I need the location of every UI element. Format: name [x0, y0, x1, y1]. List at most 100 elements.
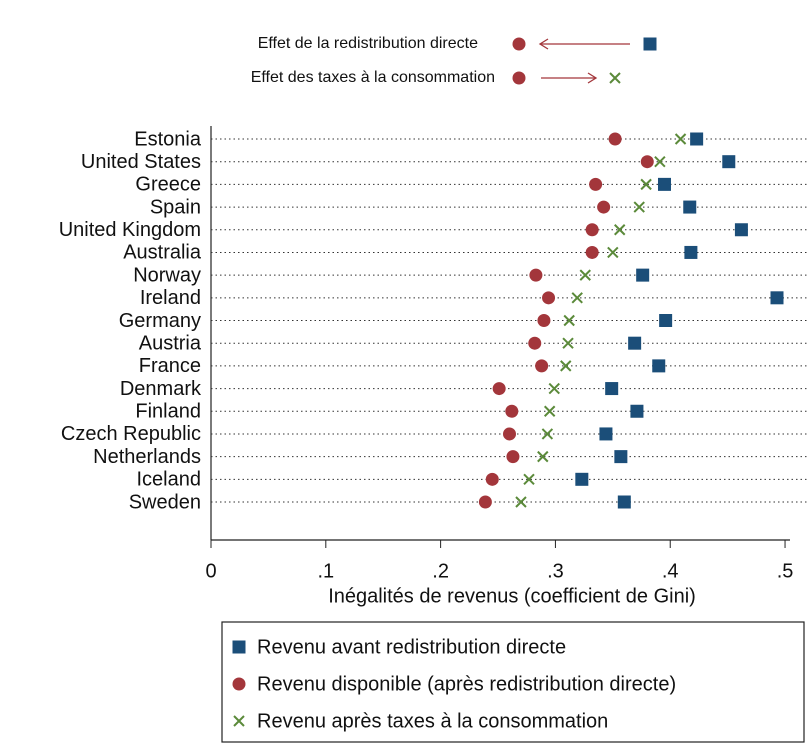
legend-marker: [233, 715, 245, 727]
legend-marker: [232, 640, 246, 654]
legend-label: Revenu disponible (après redistribution …: [257, 673, 676, 695]
category-label: United Kingdom: [59, 219, 201, 241]
square-point: [657, 177, 671, 191]
category-label: Finland: [135, 401, 201, 423]
square-point: [614, 450, 628, 464]
circle-point: [529, 268, 543, 282]
x-axis-label: Inégalités de revenus (coefficient de Gi…: [328, 585, 696, 607]
circle-point: [478, 495, 492, 509]
x-stroke: [233, 715, 245, 727]
circle-point: [485, 472, 499, 486]
category-label: Germany: [119, 310, 201, 332]
x-tick-label: .5: [777, 560, 794, 582]
legend-marker: [232, 677, 246, 691]
x-stroke: [515, 496, 527, 508]
x-tick-label: .1: [317, 560, 334, 582]
x-point: [548, 382, 560, 395]
x-point: [614, 224, 626, 236]
square-point: [770, 291, 784, 305]
x-stroke: [560, 360, 572, 372]
circle-point: [608, 132, 622, 146]
x-tick-label: .4: [662, 560, 679, 582]
circle-point: [528, 336, 542, 350]
category-label: United States: [81, 151, 201, 173]
category-label: Netherlands: [93, 446, 201, 468]
circle-point: [506, 450, 520, 464]
circle-point: [542, 291, 556, 305]
annotation-marker: [512, 37, 526, 51]
x-point: [563, 314, 575, 327]
legend-box: [221, 621, 805, 743]
square-point: [722, 155, 736, 169]
x-point: [674, 133, 687, 145]
circle-point: [585, 223, 599, 237]
category-label: France: [139, 355, 201, 377]
square-point: [690, 132, 704, 146]
annotation-marker: [643, 37, 657, 51]
square-point: [683, 200, 697, 214]
x-stroke: [537, 450, 549, 463]
x-point: [607, 246, 619, 259]
circle-point: [505, 404, 519, 418]
x-stroke: [579, 269, 591, 281]
category-label: Denmark: [120, 378, 202, 400]
circle-point: [503, 427, 516, 441]
x-stroke: [614, 224, 626, 236]
annotation-marker: [512, 71, 526, 85]
x-stroke: [640, 178, 652, 191]
x-point: [543, 405, 556, 417]
circle-point: [537, 314, 551, 327]
category-label: Norway: [133, 264, 201, 286]
square-point: [617, 495, 631, 509]
x-tick-label: .2: [432, 560, 449, 582]
x-point: [654, 155, 666, 168]
x-point: [633, 201, 645, 213]
x-stroke: [523, 473, 535, 486]
circle-point: [492, 382, 506, 396]
x-point: [562, 337, 574, 349]
x-stroke: [607, 246, 619, 259]
category-label: Czech Republic: [61, 423, 201, 445]
x-stroke: [563, 314, 575, 327]
x-point: [640, 178, 652, 191]
x-tick-label: .3: [547, 560, 564, 582]
square-point: [575, 472, 589, 486]
x-stroke: [654, 155, 666, 168]
category-label: Sweden: [129, 491, 201, 513]
circle-point: [585, 245, 599, 259]
category-label: Ireland: [140, 287, 201, 309]
x-point: [541, 428, 554, 440]
category-label: Iceland: [137, 469, 202, 491]
x-point: [537, 450, 549, 463]
square-point: [605, 382, 619, 396]
category-label: Estonia: [134, 128, 202, 150]
x-point: [571, 292, 583, 304]
category-label: Greece: [135, 174, 201, 196]
square-point: [652, 359, 666, 373]
category-label: Austria: [139, 332, 202, 354]
circle-point: [597, 200, 611, 214]
legend-label: Revenu après taxes à la consommation: [257, 710, 608, 732]
x-stroke: [543, 405, 556, 417]
category-label: Spain: [150, 196, 201, 218]
x-point: [515, 496, 527, 508]
x-point: [560, 360, 572, 372]
circle-point: [640, 155, 654, 169]
legend-label: Revenu avant redistribution directe: [257, 636, 566, 658]
x-tick-label: 0: [205, 560, 216, 582]
x-stroke: [633, 201, 645, 213]
x-point: [579, 269, 591, 281]
square-point: [599, 427, 613, 441]
annotation-text: Effet de la redistribution directe: [258, 35, 478, 52]
x-stroke: [571, 292, 583, 304]
square-point: [630, 404, 644, 418]
x-stroke: [562, 337, 574, 349]
x-stroke: [548, 382, 560, 395]
square-point: [628, 336, 642, 350]
square-point: [636, 268, 650, 282]
annotation-arrow: [541, 72, 598, 84]
square-point: [684, 245, 698, 259]
category-label: Australia: [123, 242, 202, 264]
square-point: [734, 223, 748, 237]
